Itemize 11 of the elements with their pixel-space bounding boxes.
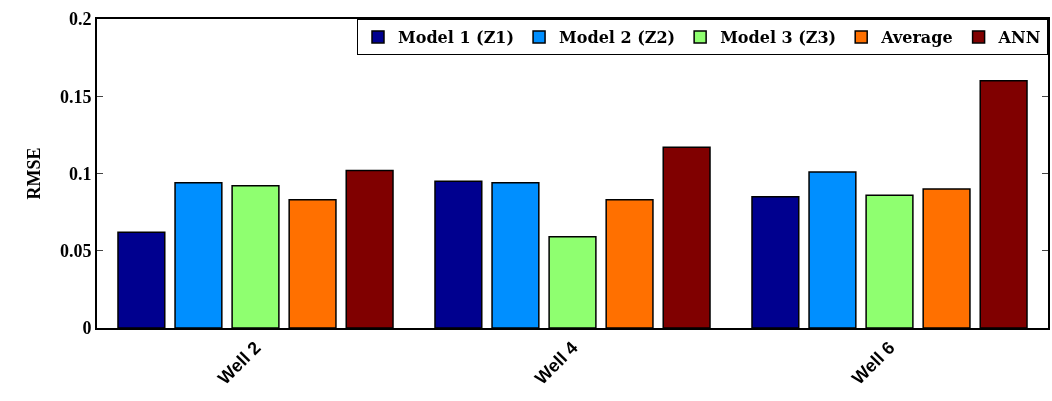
legend-label: Model 3 (Z3)	[720, 28, 837, 48]
y-tick-label: 0.15	[59, 86, 92, 107]
y-axis-title: RMSE	[23, 147, 44, 200]
y-tick-label: 0	[82, 318, 92, 339]
y-tick-label: 0.05	[59, 241, 92, 262]
y-tick-label: 0.1	[68, 163, 92, 184]
legend-label: Model 2 (Z2)	[559, 28, 676, 48]
legend-label: Model 1 (Z1)	[398, 28, 515, 48]
legend-label: Average	[880, 28, 953, 48]
legend-label: ANN	[997, 28, 1041, 48]
y-tick-label: 0.2	[68, 9, 92, 30]
